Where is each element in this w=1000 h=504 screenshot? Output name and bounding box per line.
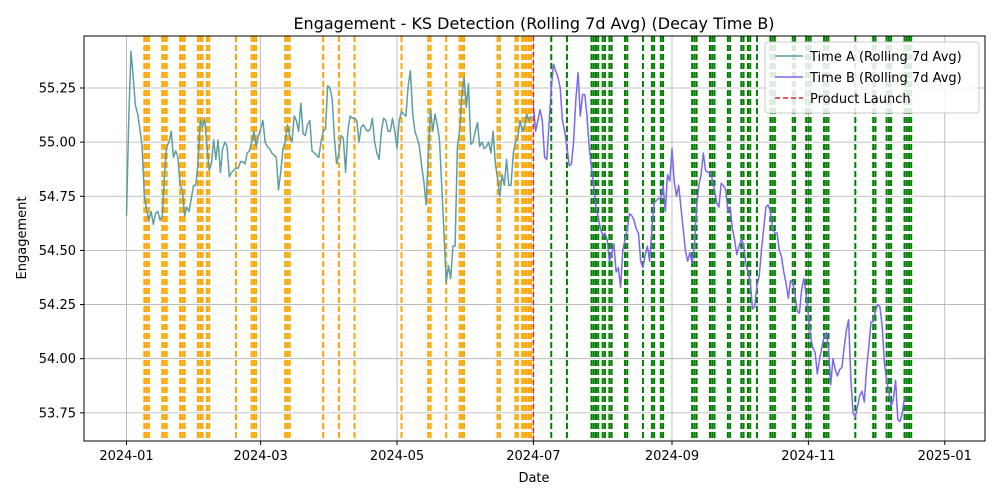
y-tick-label: 54.25: [39, 298, 76, 313]
chart-title: Engagement - KS Detection (Rolling 7d Av…: [293, 14, 774, 33]
x-tick-label: 2024-05: [370, 449, 424, 464]
x-tick-label: 2024-03: [233, 449, 287, 464]
x-tick-label: 2024-09: [645, 449, 699, 464]
legend-box: [764, 41, 980, 114]
legend-label-time-a: Time A (Rolling 7d Avg): [809, 50, 962, 65]
y-tick-label: 54.75: [39, 190, 76, 205]
y-tick-label: 54.50: [39, 244, 76, 259]
x-axis-label: Date: [518, 471, 549, 486]
legend-label-launch: Product Launch: [810, 92, 911, 107]
plot-frame: [83, 35, 986, 442]
series-line-time-a: [125, 50, 532, 284]
series-line-time-b: [532, 63, 906, 423]
x-tick-label: 2024-07: [506, 449, 560, 464]
grid: [84, 36, 985, 441]
y-tick-label: 53.75: [39, 406, 76, 421]
y-tick-label: 55.00: [39, 136, 76, 151]
y-tick-label: 54.00: [39, 352, 76, 367]
legend-label-time-b: Time B (Rolling 7d Avg): [809, 71, 962, 86]
y-axis-ticks: 53.75 54.00 54.25 54.50 54.75 55.00 55.25: [39, 81, 84, 421]
x-tick-label: 2024-11: [781, 449, 835, 464]
legend: Time A (Rolling 7d Avg) Time B (Rolling …: [764, 41, 980, 114]
x-tick-label: 2024-01: [99, 449, 153, 464]
y-axis-label: Engagement: [15, 197, 30, 280]
x-axis-ticks: 2024-01 2024-03 2024-05 2024-07 2024-09 2024-…: [99, 441, 972, 464]
x-tick-label: 2025-01: [918, 449, 972, 464]
series-lines: [125, 50, 906, 423]
y-tick-label: 55.25: [39, 81, 76, 96]
